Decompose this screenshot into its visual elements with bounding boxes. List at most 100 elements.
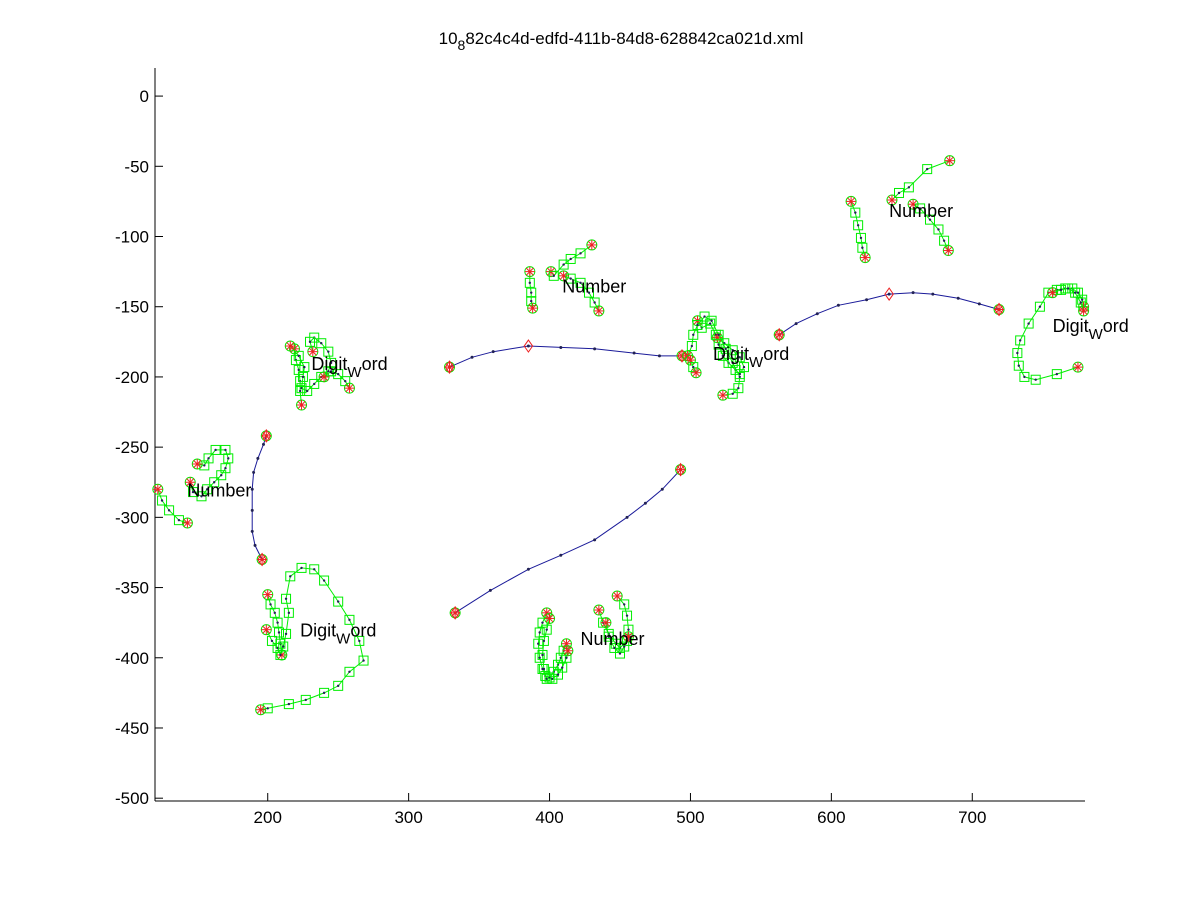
- stroke-point: [293, 350, 304, 361]
- stroke-point-dot: [224, 467, 227, 470]
- stroke-point: [853, 220, 864, 231]
- stroke-point: [333, 369, 344, 380]
- stroke-point: [1051, 369, 1062, 380]
- stroke-point-dot: [859, 236, 863, 240]
- stroke-endpoint: [845, 195, 857, 207]
- stroke-point: [275, 649, 286, 660]
- stroke-point-dot: [538, 656, 541, 659]
- stroke-point-dot: [1076, 291, 1080, 294]
- connector-point: [657, 354, 661, 358]
- stroke-point: [720, 343, 731, 354]
- annotation-rest: ord: [350, 621, 376, 641]
- stroke-point-dot: [721, 354, 725, 358]
- stroke-point-dot: [358, 639, 361, 643]
- stroke-point: [727, 357, 738, 368]
- connector-diamond: [450, 605, 460, 620]
- stroke-point: [326, 357, 337, 368]
- connector-point: [526, 344, 530, 348]
- stroke-point-dot: [710, 319, 713, 322]
- stroke-point-dot: [541, 653, 544, 657]
- stroke-point-dot: [731, 349, 734, 352]
- stroke-endpoint: [586, 239, 598, 251]
- stroke-point: [705, 318, 716, 329]
- stroke-point-dot: [336, 684, 340, 688]
- stroke-point-dot: [276, 646, 279, 650]
- stroke-point: [589, 297, 600, 308]
- stroke-point-dot: [284, 632, 288, 636]
- connector-point: [836, 303, 840, 307]
- annotation-label: Number: [581, 629, 645, 649]
- y-tick-label: -350: [115, 579, 149, 598]
- stroke-point-dot: [579, 281, 582, 285]
- stroke-point-dot: [625, 614, 629, 617]
- stroke-point-dot: [167, 509, 171, 512]
- number-3-d: [605, 622, 629, 655]
- connector-point: [253, 543, 257, 547]
- stroke-point-dot: [861, 246, 864, 249]
- stroke-point-dot: [200, 495, 203, 498]
- connector-point: [977, 302, 981, 306]
- connector-point: [250, 487, 254, 491]
- stroke-endpoint: [593, 305, 605, 317]
- connector-diamond: [774, 327, 785, 342]
- stroke-point-dot: [327, 350, 330, 353]
- stroke-point-dot: [528, 281, 532, 285]
- stroke-point-dot: [1017, 364, 1020, 367]
- stroke-point: [526, 287, 537, 298]
- stroke-point: [734, 352, 745, 363]
- stroke-point-dot: [303, 365, 306, 369]
- stroke-point-dot: [212, 481, 216, 484]
- stroke-point-dot: [313, 382, 316, 386]
- stroke-point-dot: [565, 656, 568, 659]
- stroke-endpoint: [262, 589, 274, 601]
- stroke-point-dot: [203, 464, 206, 467]
- connector-point: [559, 345, 563, 349]
- stroke-point-dot: [692, 333, 695, 337]
- stroke-point-dot: [607, 635, 610, 638]
- stroke-point-dot: [300, 386, 303, 390]
- stroke-point-dot: [530, 291, 533, 294]
- connector-point: [250, 508, 254, 512]
- stroke-point-dot: [542, 667, 546, 671]
- stroke-point-dot: [297, 354, 300, 358]
- connector-point: [488, 588, 492, 592]
- stroke-point: [281, 628, 292, 639]
- stroke-point-dot: [559, 656, 563, 659]
- connector-point: [931, 292, 935, 296]
- stroke-point-dot: [538, 631, 541, 634]
- y-tick-label: -450: [115, 719, 149, 738]
- stroke-point-dot: [738, 356, 741, 359]
- stroke-point: [210, 444, 221, 455]
- number-3-c: [598, 595, 630, 649]
- stroke-point-dot: [304, 698, 307, 702]
- stroke-point-dot: [724, 347, 727, 351]
- stroke-point-dot: [907, 186, 911, 189]
- stroke-point: [524, 277, 535, 288]
- annotation-label: Number: [187, 480, 251, 500]
- stroke-point: [316, 338, 327, 349]
- stroke-point: [1013, 360, 1024, 371]
- stroke-point-dot: [276, 621, 279, 624]
- stroke-point-dot: [297, 368, 300, 372]
- connector-point: [593, 347, 597, 351]
- stroke-point-dot: [220, 474, 223, 477]
- stroke-point: [300, 694, 311, 705]
- stroke-point: [281, 593, 292, 604]
- stroke-point-dot: [329, 370, 333, 373]
- stroke-point-dot: [329, 361, 333, 365]
- stroke-point-dot: [579, 252, 582, 255]
- stroke-point: [344, 614, 355, 625]
- stroke-point-dot: [690, 344, 694, 348]
- stroke-point-dot: [266, 707, 269, 710]
- stroke-point-dot: [348, 618, 351, 622]
- stroke-endpoint: [184, 476, 196, 488]
- stroke-point: [915, 203, 926, 214]
- stroke-point-dot: [562, 263, 565, 266]
- stroke-endpoint: [296, 399, 308, 411]
- chart-title-subscript: 8: [458, 37, 466, 53]
- stroke-endpoint: [942, 245, 954, 257]
- stroke-point: [565, 253, 576, 264]
- stroke-endpoint: [1078, 305, 1090, 317]
- stroke-point: [688, 329, 699, 340]
